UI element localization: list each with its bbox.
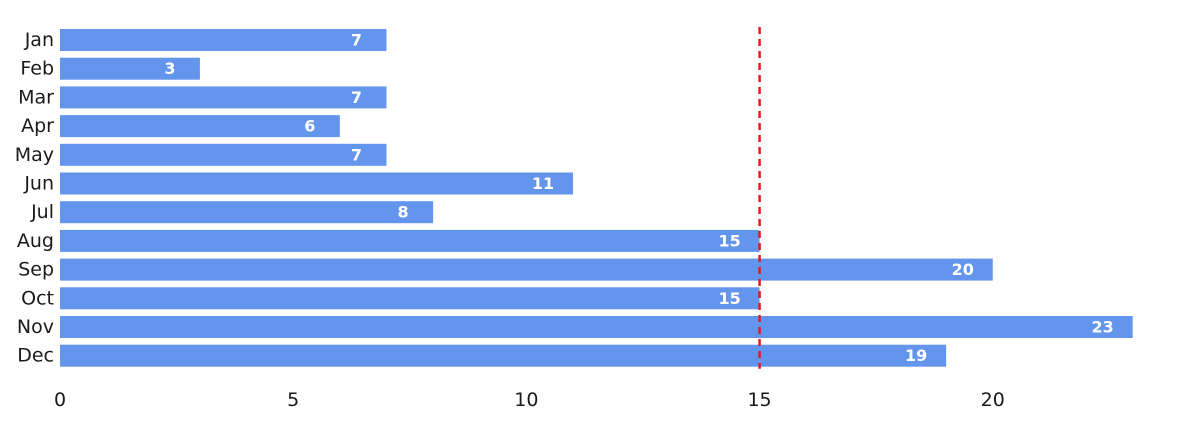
category-label-dec: Dec — [17, 345, 54, 367]
bar-may — [60, 143, 387, 166]
category-label-sep: Sep — [18, 259, 54, 281]
category-label-jan: Jan — [24, 29, 54, 51]
category-label-mar: Mar — [18, 86, 54, 108]
category-labels-group: Jan Feb Mar Apr May Jun Jul Aug Sep Oct Nov Dec — [15, 29, 54, 367]
x-tick-label-20: 20 — [981, 389, 1005, 411]
x-tick-label-15: 15 — [747, 389, 771, 411]
bar-value-label-dec: 19 — [905, 346, 927, 365]
bar-jun — [60, 172, 574, 195]
bar-value-label-may: 7 — [351, 145, 362, 164]
bar-value-label-jun: 11 — [532, 174, 554, 193]
bar-aug — [60, 229, 760, 252]
bar-value-label-mar: 7 — [351, 88, 362, 107]
bar-jan — [60, 29, 387, 51]
category-label-feb: Feb — [20, 58, 54, 80]
bar-mar — [60, 86, 387, 109]
bar-value-label-jan: 7 — [351, 31, 362, 50]
bar-value-label-oct: 15 — [718, 289, 740, 308]
category-label-aug: Aug — [17, 230, 54, 252]
x-tick-label-5: 5 — [287, 389, 299, 411]
bar-jul — [60, 201, 434, 224]
category-label-jul: Jul — [30, 201, 54, 223]
bar-value-label-sep: 20 — [952, 260, 974, 279]
category-label-nov: Nov — [17, 316, 54, 338]
bar-sep — [60, 258, 993, 281]
bar-nov — [60, 316, 1133, 338]
bar-value-label-jul: 8 — [398, 203, 409, 222]
bar-feb — [60, 57, 200, 80]
bar-dec — [60, 344, 947, 367]
x-tick-label-0: 0 — [54, 389, 66, 411]
x-tick-label-10: 10 — [514, 389, 538, 411]
category-label-may: May — [15, 144, 54, 166]
bar-value-label-apr: 6 — [304, 117, 315, 136]
category-label-jun: Jun — [23, 173, 54, 195]
category-label-apr: Apr — [21, 115, 54, 137]
category-label-oct: Oct — [21, 287, 54, 309]
bar-value-label-feb: 3 — [164, 59, 175, 78]
bar-apr — [60, 115, 340, 138]
bar-value-label-aug: 15 — [718, 231, 740, 250]
bars-group: 7 3 7 6 7 11 8 15 20 15 23 19 — [60, 29, 1133, 367]
bar-value-label-nov: 23 — [1092, 318, 1114, 337]
x-axis-ticks-group: 0 5 10 15 20 — [54, 389, 1005, 411]
bar-oct — [60, 287, 760, 310]
